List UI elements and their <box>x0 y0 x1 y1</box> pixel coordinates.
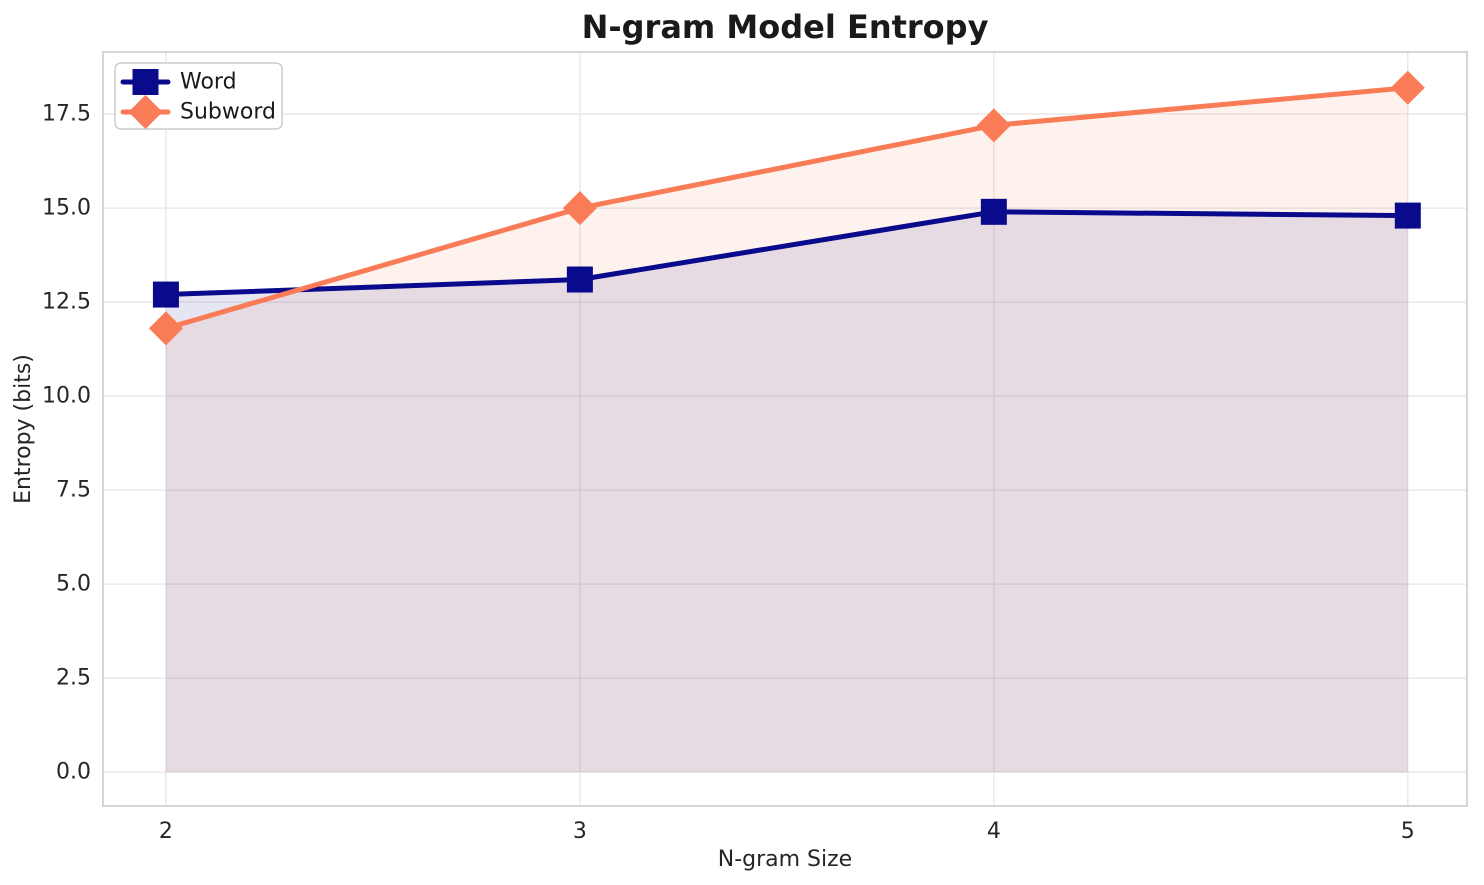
area-fill-word <box>165 211 1408 773</box>
y-axis-label: Entropy (bits) <box>11 354 36 504</box>
data-point-subword <box>562 191 597 226</box>
series-layer <box>148 70 1425 346</box>
data-point-word <box>566 266 593 293</box>
legend: Word Subword <box>114 62 283 130</box>
legend-label-subword: Subword <box>180 100 276 125</box>
legend-marker-word <box>132 69 159 95</box>
y-tick-label: 10.0 <box>42 384 91 409</box>
y-tick-label: 15.0 <box>42 196 91 221</box>
x-tick-label: 3 <box>573 819 587 844</box>
data-point-subword <box>1390 70 1425 105</box>
x-tick-label: 5 <box>1401 819 1415 844</box>
x-axis-label: N-gram Size <box>718 847 852 872</box>
y-tick-label: 2.5 <box>56 666 91 691</box>
legend-marker-subword <box>128 95 163 129</box>
plot-area-border <box>102 51 1468 807</box>
chart-title: N-gram Model Entropy <box>582 8 989 46</box>
data-point-word <box>980 198 1007 225</box>
y-tick-label: 0.0 <box>56 760 91 785</box>
y-tick-label: 12.5 <box>42 290 91 315</box>
x-tick-label: 4 <box>987 819 1001 844</box>
tick-label-layer: 2 3 4 5 0.0 2.5 5.0 7.5 10.0 12.5 15.0 17.5 <box>42 102 1415 844</box>
series-line-word <box>163 209 1411 298</box>
data-point-word <box>1394 202 1421 229</box>
y-tick-label: 17.5 <box>42 102 91 127</box>
area-fill-subword <box>165 87 1408 773</box>
series-line-subword <box>163 85 1411 331</box>
data-point-word <box>152 281 179 308</box>
area-fill-layer <box>165 87 1408 773</box>
x-tick-label: 2 <box>159 819 173 844</box>
grid-layer <box>103 52 1467 806</box>
data-point-subword <box>976 108 1011 143</box>
legend-label-word: Word <box>180 70 237 95</box>
data-point-subword <box>148 311 183 346</box>
y-tick-label: 7.5 <box>56 478 91 503</box>
y-tick-label: 5.0 <box>56 572 91 597</box>
